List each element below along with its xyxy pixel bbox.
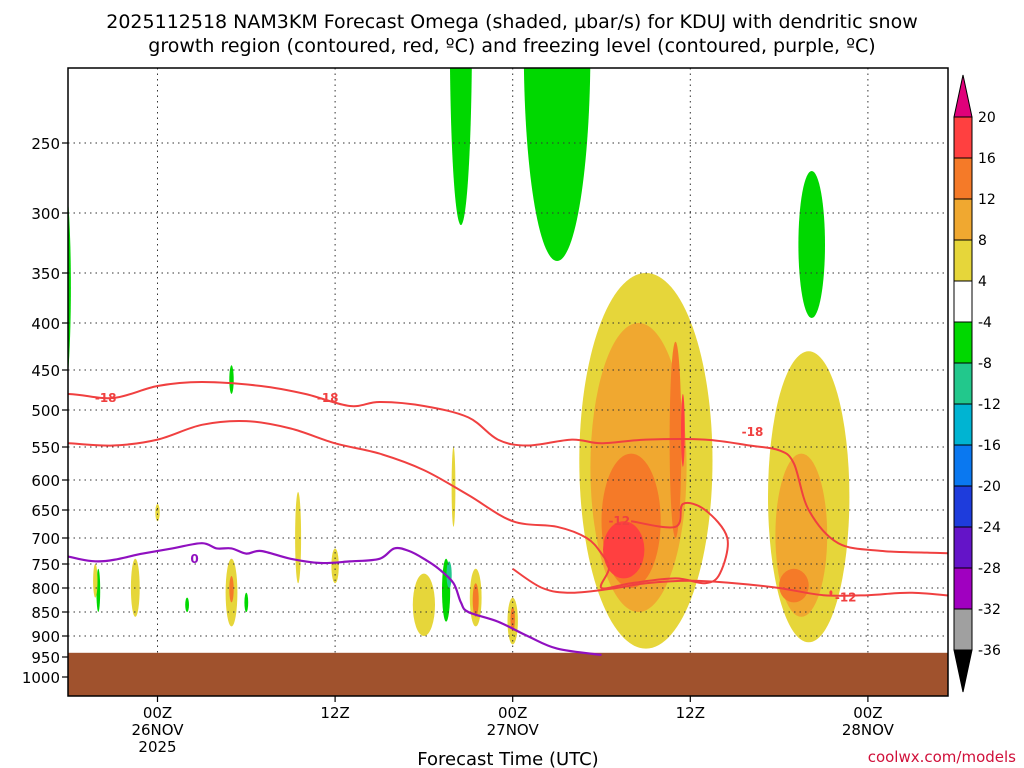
omega-blob-1 bbox=[229, 365, 234, 394]
y-tick-label-6: 550 bbox=[31, 439, 60, 457]
chart-title-line1: 2025112518 NAM3KM Forecast Omega (shaded… bbox=[106, 11, 918, 33]
colorbar-box-1 bbox=[953, 116, 973, 159]
y-tick-label-5: 500 bbox=[31, 402, 60, 420]
y-tick-label-9: 700 bbox=[31, 530, 60, 548]
y-tick-label-15: 1000 bbox=[22, 669, 60, 687]
credit-text: coolwx.com/models bbox=[868, 748, 1016, 766]
omega-blob-7 bbox=[185, 597, 190, 612]
colorbar-box-13 bbox=[953, 608, 973, 651]
y-tick-label-13: 900 bbox=[31, 628, 60, 646]
omega-blob-12 bbox=[93, 564, 98, 598]
dgz-contour-4 bbox=[512, 567, 948, 597]
colorbar-label-13: -36 bbox=[978, 643, 1001, 659]
colorbar-box-3 bbox=[953, 198, 973, 241]
x-tick-label-1-0: 12Z bbox=[320, 704, 349, 722]
colorbar-box-7 bbox=[953, 362, 973, 405]
colorbar-box-8 bbox=[953, 403, 973, 446]
y-tick-label-12: 850 bbox=[31, 604, 60, 622]
colorbar-label-9: -20 bbox=[978, 479, 1001, 495]
x-tick-label-0-1: 26NOV bbox=[131, 721, 184, 739]
y-tick-label-0: 250 bbox=[31, 135, 60, 153]
colorbar-label-5: -4 bbox=[978, 315, 992, 331]
colorbar-label-4: 4 bbox=[978, 274, 987, 290]
x-axis-label: Forecast Time (UTC) bbox=[417, 749, 598, 768]
colorbar-box-9 bbox=[953, 444, 973, 487]
colorbar-legend: 20 16 12 8 4 -4 -8 -12 -16 -20 -24 -28 -32 -36 bbox=[953, 74, 1001, 693]
y-tick-label-1: 300 bbox=[31, 205, 60, 223]
y-tick-label-4: 450 bbox=[31, 362, 60, 380]
contour-layer: -18 -18 -18 -12 -12 0 bbox=[68, 380, 948, 656]
x-tick-label-3-0: 12Z bbox=[676, 704, 705, 722]
colorbar-label-1: 16 bbox=[978, 151, 996, 167]
colorbar-label-11: -28 bbox=[978, 561, 1001, 577]
plot-frame bbox=[67, 67, 949, 697]
colorbar-label-3: 8 bbox=[978, 233, 987, 249]
colorbar-box-12 bbox=[953, 567, 973, 610]
y-tick-label-7: 600 bbox=[31, 472, 60, 490]
colorbar-bottom-arrow bbox=[953, 649, 973, 693]
x-tick-label-2-1: 27NOV bbox=[487, 721, 540, 739]
dgz-label-2: -18 bbox=[742, 425, 764, 439]
omega-blob-29 bbox=[681, 394, 685, 467]
y-tick-label-3: 400 bbox=[31, 315, 60, 333]
colorbar-box-5 bbox=[953, 280, 973, 323]
dgz-label-4: -12 bbox=[835, 591, 857, 605]
ground-below-surface bbox=[68, 652, 948, 696]
y-tick-label-10: 750 bbox=[31, 556, 60, 574]
colorbar-label-8: -16 bbox=[978, 438, 1001, 454]
omega-blob-11 bbox=[11, 440, 15, 510]
freezing-level-contour bbox=[68, 542, 602, 656]
y-tick-label-2: 350 bbox=[31, 265, 60, 283]
x-tick-label-0-2: 2025 bbox=[138, 738, 176, 756]
omega-blob-15 bbox=[229, 576, 234, 603]
plot-area: -18 -18 -18 -12 -12 0 bbox=[11, 68, 948, 696]
omega-blob-19 bbox=[412, 573, 435, 636]
omega-blob-3 bbox=[523, 68, 591, 261]
omega-blob-2 bbox=[449, 68, 472, 225]
dgz-label-3: -12 bbox=[608, 514, 630, 528]
omega-blob-21 bbox=[472, 583, 479, 617]
dgz-label-1: -18 bbox=[317, 391, 339, 405]
colorbar-top-arrow bbox=[953, 74, 973, 118]
x-tick-label-2-0: 00Z bbox=[498, 704, 527, 722]
colorbar-box-2 bbox=[953, 157, 973, 200]
chart-title-line2: growth region (contoured, red, ºC) and f… bbox=[148, 35, 875, 57]
colorbar-box-4 bbox=[953, 239, 973, 282]
x-tick-label-4-1: 28NOV bbox=[842, 721, 895, 739]
colorbar-label-10: -24 bbox=[978, 520, 1001, 536]
omega-blob-34 bbox=[829, 590, 833, 596]
omega-blob-8 bbox=[244, 592, 249, 613]
colorbar-label-12: -32 bbox=[978, 602, 1001, 618]
y-tick-label-14: 950 bbox=[31, 649, 60, 667]
omega-blob-10 bbox=[446, 561, 452, 588]
x-tick-label-4-0: 00Z bbox=[853, 704, 882, 722]
y-tick-label-8: 650 bbox=[31, 502, 60, 520]
y-tick-label-11: 800 bbox=[31, 580, 60, 598]
dgz-contour-0 bbox=[68, 380, 948, 555]
freezing-level-label: 0 bbox=[190, 552, 198, 566]
omega-blob-33 bbox=[779, 568, 809, 603]
colorbar-box-11 bbox=[953, 526, 973, 569]
x-tick-label-0-0: 00Z bbox=[143, 704, 172, 722]
omega-blob-17 bbox=[331, 548, 339, 584]
colorbar-label-6: -8 bbox=[978, 356, 992, 372]
pressure-axis: 250 300 350 400 450 500 550 600 650 700 750 800 850 9… bbox=[22, 135, 68, 687]
dgz-contour-3 bbox=[68, 419, 729, 590]
omega-shading-layer bbox=[11, 68, 850, 649]
dgz-label-0: -18 bbox=[95, 391, 117, 405]
colorbar-label-7: -12 bbox=[978, 397, 1001, 413]
colorbar-box-10 bbox=[953, 485, 973, 528]
colorbar-label-0: 20 bbox=[978, 110, 996, 126]
colorbar-label-2: 12 bbox=[978, 192, 996, 208]
omega-blob-18 bbox=[155, 503, 160, 522]
omega-blob-5 bbox=[798, 171, 825, 318]
colorbar-box-6 bbox=[953, 321, 973, 364]
